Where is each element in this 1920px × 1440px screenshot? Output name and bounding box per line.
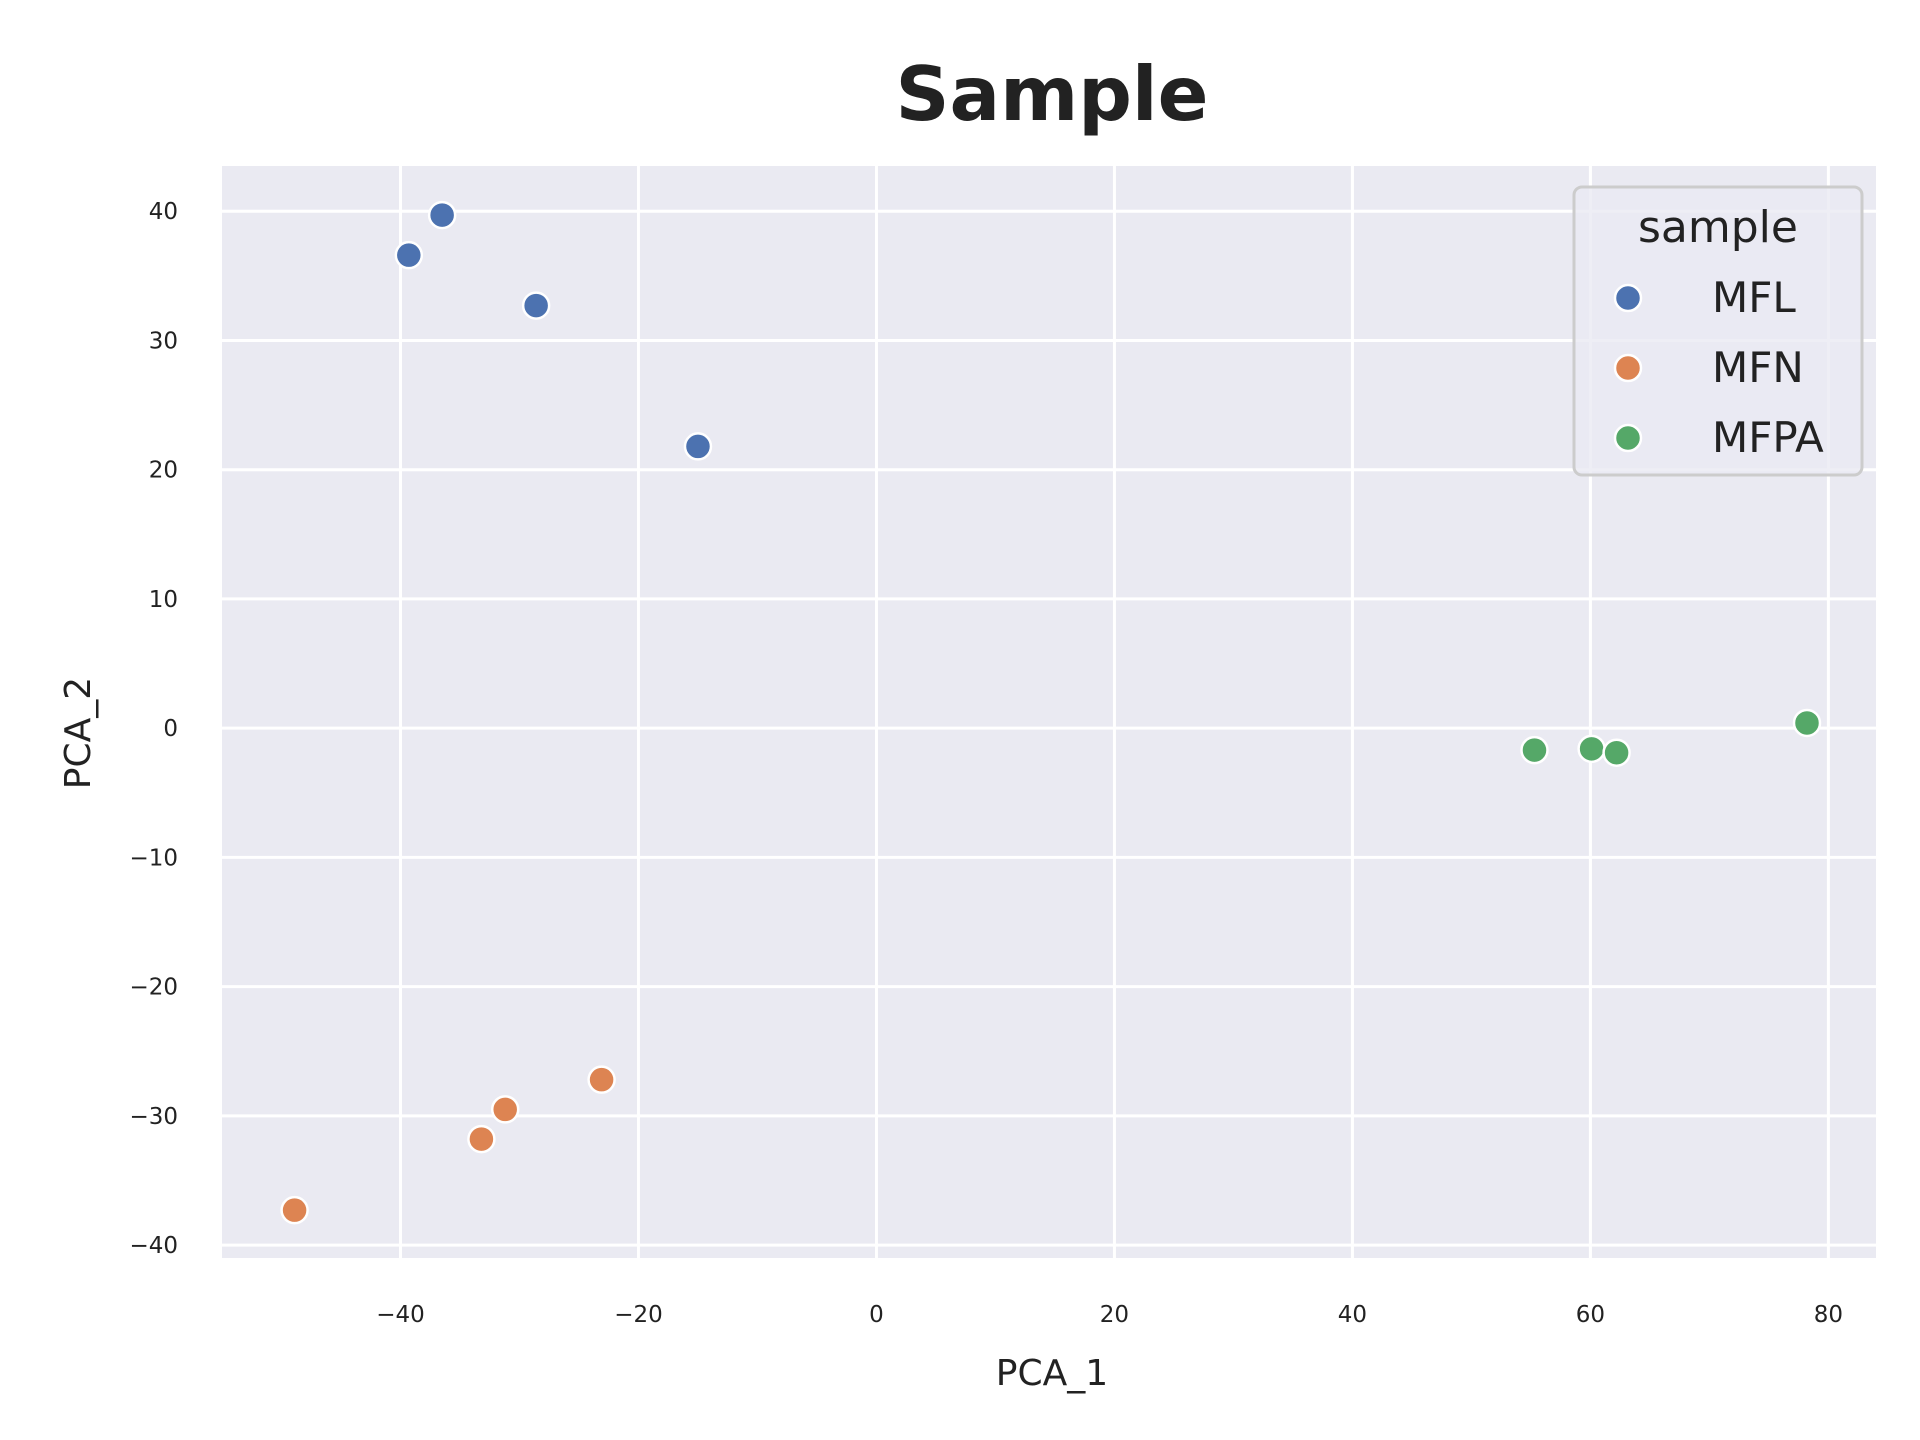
legend-marker-mfn — [1613, 353, 1643, 383]
legend-frame — [1572, 185, 1864, 477]
x-tick-label: 0 — [869, 1302, 884, 1328]
legend-marker-mfpa — [1613, 423, 1643, 453]
y-tick-label: −30 — [129, 1104, 178, 1130]
y-tick-label: −10 — [129, 845, 178, 871]
data-point-mfn — [467, 1124, 496, 1154]
y-tick-label: 0 — [163, 716, 178, 742]
data-point-mfn — [587, 1065, 616, 1094]
data-point-mfn — [490, 1095, 520, 1124]
x-tick-label: 40 — [1338, 1302, 1367, 1328]
data-point-mfl — [683, 432, 713, 461]
y-tick-label: 30 — [149, 328, 178, 354]
legend: sample MFL MFN MFPA — [1572, 185, 1864, 477]
y-tick-label: −20 — [129, 975, 178, 1001]
x-tick-label: 80 — [1814, 1302, 1843, 1328]
chart-title: Sample — [895, 50, 1208, 138]
data-point-mfl — [427, 200, 457, 230]
data-point-mfpa — [1792, 708, 1822, 738]
data-point-mfn — [280, 1195, 309, 1225]
legend-marker-mfl — [1613, 283, 1643, 313]
y-axis-label: PCA_2 — [58, 677, 99, 789]
y-tick-label: −40 — [129, 1233, 178, 1259]
legend-title: sample — [1638, 202, 1798, 253]
legend-label-mfpa: MFPA — [1712, 413, 1824, 462]
data-point-mfpa — [1520, 735, 1549, 765]
data-point-mfpa — [1577, 734, 1606, 764]
data-points — [280, 200, 1822, 1225]
data-point-mfl — [521, 291, 551, 320]
legend-items: MFL MFN MFPA — [1613, 273, 1824, 462]
y-tick-label: 20 — [149, 458, 178, 484]
data-point-mfpa — [1602, 738, 1631, 767]
tick-labels: −40 −20 0 20 40 60 80 −40 −30 −20 −10 0 10 20 30 40 — [129, 199, 1843, 1328]
x-axis-label: PCA_1 — [996, 1353, 1108, 1394]
x-tick-label: 60 — [1576, 1302, 1605, 1328]
y-tick-label: 10 — [149, 587, 178, 613]
legend-label-mfl: MFL — [1712, 273, 1796, 322]
legend-label-mfn: MFN — [1712, 343, 1804, 392]
x-tick-label: −40 — [376, 1302, 425, 1328]
y-tick-label: 40 — [149, 199, 178, 225]
data-point-mfl — [394, 240, 424, 270]
x-tick-label: 20 — [1100, 1302, 1129, 1328]
x-tick-label: −20 — [614, 1302, 663, 1328]
